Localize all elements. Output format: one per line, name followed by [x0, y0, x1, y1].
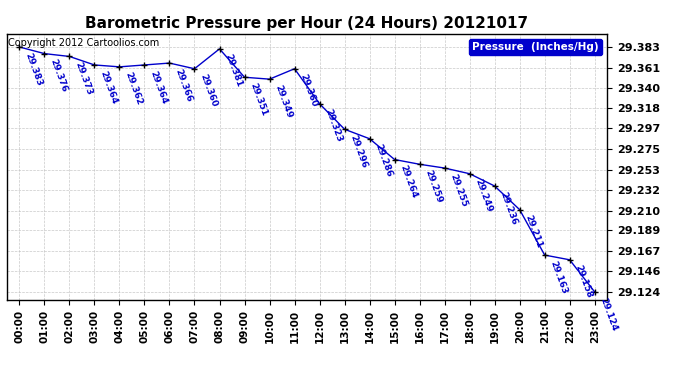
Text: 29.366: 29.366 [174, 67, 194, 103]
Title: Barometric Pressure per Hour (24 Hours) 20121017: Barometric Pressure per Hour (24 Hours) … [86, 16, 529, 31]
Text: 29.360: 29.360 [299, 73, 319, 108]
Text: 29.296: 29.296 [348, 134, 369, 169]
Text: 29.163: 29.163 [549, 259, 569, 295]
Text: 29.264: 29.264 [399, 164, 419, 200]
Text: 29.158: 29.158 [574, 264, 594, 300]
Text: 29.211: 29.211 [524, 214, 544, 250]
Text: 29.376: 29.376 [48, 58, 69, 94]
Text: 29.362: 29.362 [124, 71, 144, 107]
Text: 29.286: 29.286 [374, 143, 394, 178]
Text: 29.383: 29.383 [23, 51, 44, 87]
Text: 29.373: 29.373 [74, 61, 94, 96]
Text: 29.349: 29.349 [274, 83, 294, 119]
Text: 29.351: 29.351 [248, 81, 269, 117]
Text: 29.259: 29.259 [424, 168, 444, 204]
Legend: Pressure  (Inches/Hg): Pressure (Inches/Hg) [469, 39, 602, 55]
Text: 29.255: 29.255 [448, 172, 469, 208]
Text: 29.381: 29.381 [224, 53, 244, 89]
Text: 29.364: 29.364 [99, 69, 119, 105]
Text: 29.236: 29.236 [499, 190, 519, 226]
Text: Copyright 2012 Cartoolios.com: Copyright 2012 Cartoolios.com [8, 38, 159, 48]
Text: 29.323: 29.323 [324, 108, 344, 144]
Text: 29.364: 29.364 [148, 69, 169, 105]
Text: 29.360: 29.360 [199, 73, 219, 108]
Text: 29.124: 29.124 [599, 296, 619, 332]
Text: 29.249: 29.249 [474, 178, 494, 214]
